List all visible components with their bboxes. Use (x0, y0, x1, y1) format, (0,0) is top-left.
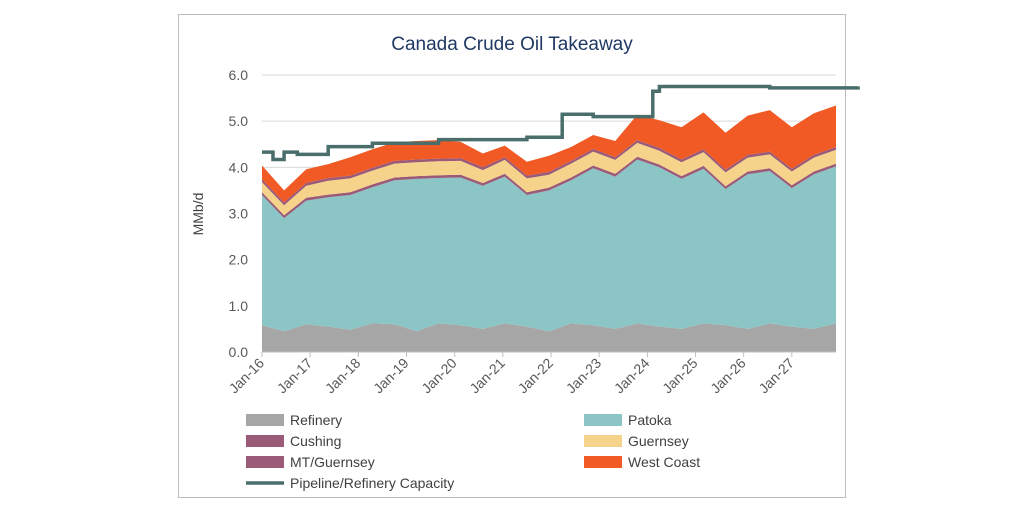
legend-label: Guernsey (628, 433, 689, 449)
legend-label: MT/Guernsey (290, 454, 375, 470)
x-tick-label: Jan-26 (707, 355, 749, 397)
area-west-coast (262, 105, 836, 203)
x-tick-label: Jan-21 (466, 355, 508, 397)
y-axis-label: MMb/d (190, 193, 206, 236)
area-patoka (262, 159, 836, 332)
y-axis: 0.0 1.0 2.0 3.0 4.0 5.0 6.0 (229, 67, 249, 360)
legend: Refinery Patoka Cushing Guernsey MT/Guernsey… (246, 412, 700, 491)
x-tick-label: Jan-17 (274, 355, 316, 397)
area-guernsey (262, 142, 836, 216)
area-cushing (262, 156, 836, 219)
legend-swatch (584, 435, 622, 447)
legend-label: Pipeline/Refinery Capacity (290, 475, 454, 491)
capacity-line (262, 84, 860, 162)
x-tick-label: Jan-25 (659, 355, 701, 397)
legend-label: Cushing (290, 433, 341, 449)
legend-label: Refinery (290, 412, 342, 428)
legend-swatch (584, 456, 622, 468)
legend-swatch (246, 414, 284, 426)
area-refinery (262, 323, 836, 352)
y-tick-label: 1.0 (229, 298, 249, 314)
y-tick-label: 2.0 (229, 252, 249, 268)
legend-swatch (246, 456, 284, 468)
legend-label: West Coast (628, 454, 700, 470)
y-tick-label: 5.0 (229, 113, 249, 129)
x-tick-label: Jan-24 (611, 355, 653, 397)
area-mt-guernsey (262, 140, 836, 206)
x-tick-label: Jan-22 (515, 355, 557, 397)
x-tick-label: Jan-20 (418, 355, 460, 397)
x-tick-label: Jan-19 (370, 355, 412, 397)
legend-swatch (584, 414, 622, 426)
legend-swatch (246, 435, 284, 447)
x-tick-label: Jan-18 (322, 355, 364, 397)
x-axis: Jan-16 Jan-17 Jan-18 Jan-19 Jan-20 Jan-21 Jan-… (226, 351, 836, 397)
chart-title: Canada Crude Oil Takeaway (391, 34, 633, 55)
y-tick-label: 4.0 (229, 159, 249, 175)
y-tick-label: 6.0 (229, 67, 249, 83)
x-tick-label: Jan-16 (226, 355, 268, 397)
x-tick-label: Jan-23 (563, 355, 605, 397)
capacity-line-group (262, 84, 860, 162)
legend-label: Patoka (628, 412, 672, 428)
y-tick-label: 0.0 (229, 344, 249, 360)
x-tick-label: Jan-27 (755, 355, 797, 397)
y-tick-label: 3.0 (229, 206, 249, 222)
series-areas (262, 105, 836, 352)
